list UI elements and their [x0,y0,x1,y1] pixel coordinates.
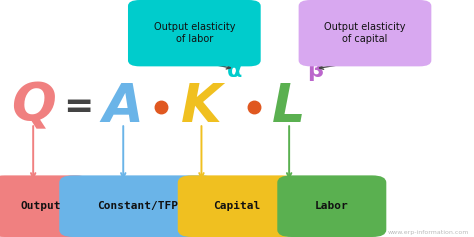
Text: β: β [307,61,323,81]
FancyBboxPatch shape [299,0,431,66]
FancyBboxPatch shape [128,0,261,66]
Text: www.erp-information.com: www.erp-information.com [388,230,469,235]
Text: K: K [181,81,222,133]
Text: L: L [273,81,306,133]
Text: α: α [227,61,242,81]
Text: Output elasticity
of labor: Output elasticity of labor [154,22,235,44]
Text: Output: Output [20,201,61,211]
Text: Capital: Capital [213,201,261,211]
FancyBboxPatch shape [277,175,386,237]
Text: Output elasticity
of capital: Output elasticity of capital [324,22,406,44]
Text: Q: Q [11,81,55,133]
FancyBboxPatch shape [59,175,216,237]
FancyBboxPatch shape [0,175,90,237]
FancyBboxPatch shape [178,175,296,237]
Text: Constant/TFP: Constant/TFP [97,201,178,211]
Text: A: A [103,81,144,133]
Text: =: = [63,90,93,124]
Text: Labor: Labor [315,201,349,211]
